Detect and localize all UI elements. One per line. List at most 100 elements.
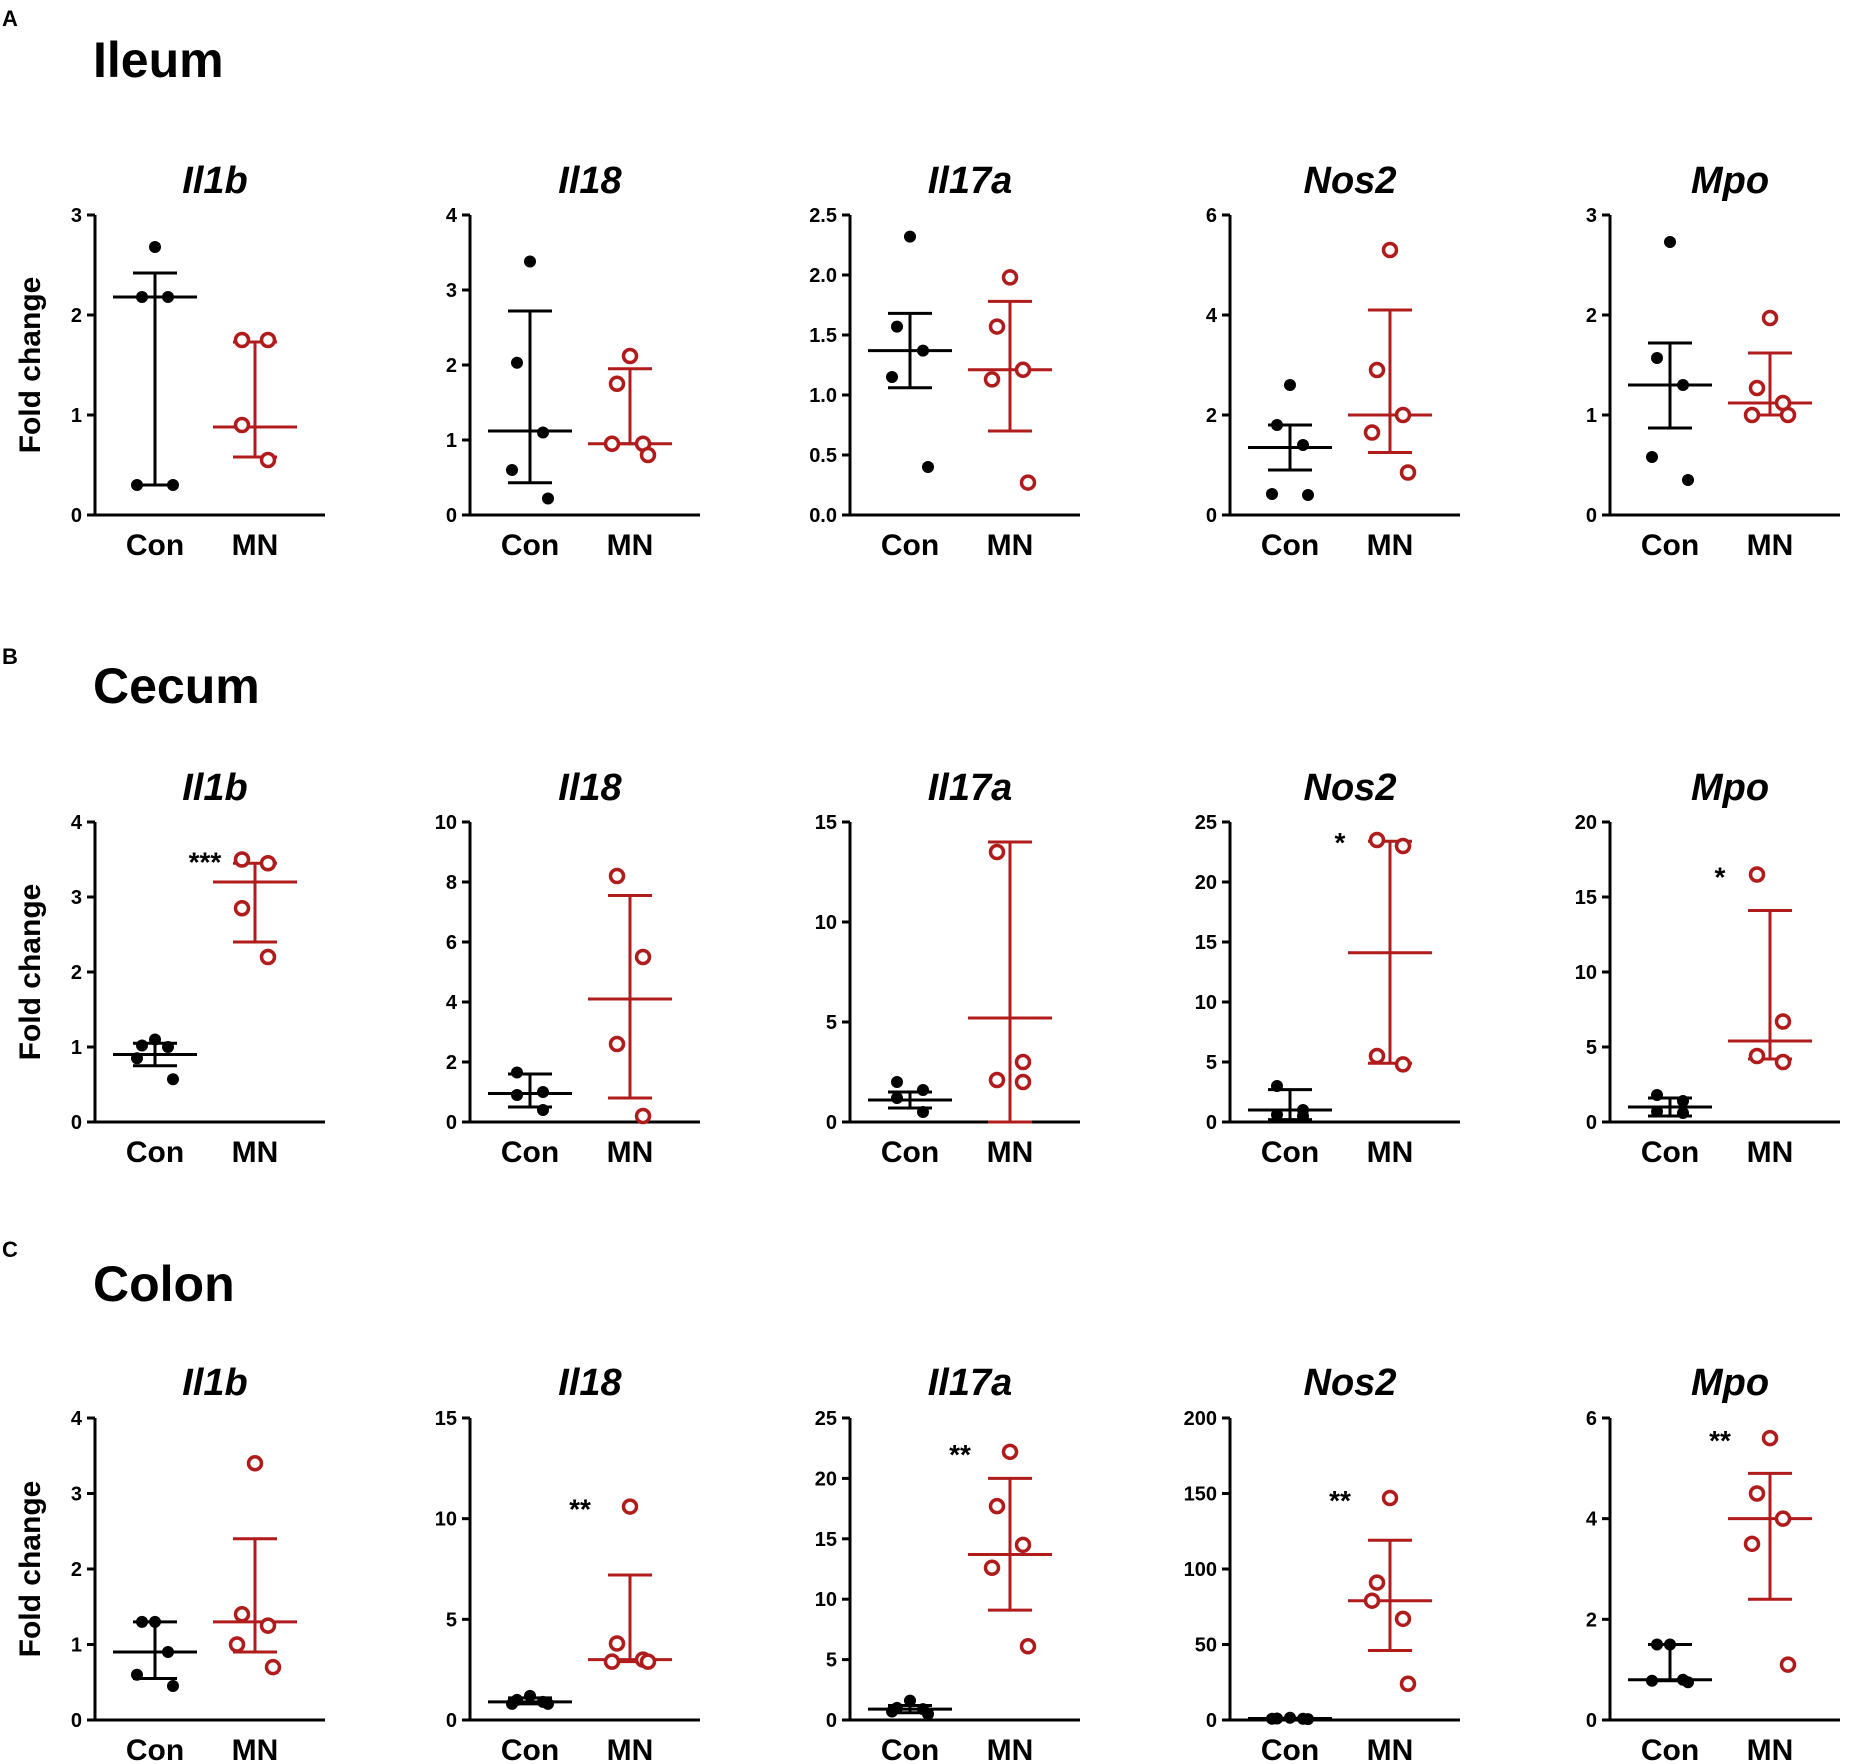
data-point (149, 1033, 161, 1046)
data-point (634, 948, 652, 966)
data-point (1014, 361, 1032, 379)
data-point (259, 948, 277, 966)
y-tick-label: 15 (435, 1408, 457, 1430)
y-tick-label: 1 (71, 1635, 82, 1657)
series-con (113, 1033, 197, 1086)
data-point (162, 1646, 174, 1659)
data-point (917, 1106, 929, 1118)
data-point (1748, 866, 1766, 883)
data-point (136, 1039, 148, 1052)
chart-title: Il17a (928, 1362, 1013, 1404)
y-tick-label: 0 (446, 1710, 457, 1732)
series-mn (1728, 866, 1812, 1071)
data-point (988, 1071, 1006, 1089)
data-point (983, 1559, 1001, 1577)
y-tick-label: 2 (71, 962, 82, 984)
x-tick-label: Con (1261, 1734, 1319, 1764)
x-tick-label: MN (607, 1136, 654, 1169)
chart-colon-mpo: Mpo 0 2 4 6 Con MN ** (1586, 1362, 1840, 1764)
data-point (1368, 1574, 1386, 1591)
data-point (1271, 1108, 1283, 1121)
chart-colon-nos2: Nos2 0 50 100 150 200 Con MN ** (1184, 1362, 1460, 1764)
series-mn (213, 851, 297, 966)
data-point (922, 461, 934, 473)
x-tick-label: Con (1641, 1734, 1699, 1764)
data-point (608, 1635, 626, 1652)
series-con (1248, 379, 1332, 501)
data-point (917, 1084, 929, 1096)
data-point (136, 291, 148, 303)
y-tick-label: 2 (1206, 405, 1217, 427)
x-tick-label: Con (1261, 529, 1319, 562)
y-tick-label: 2 (1586, 1609, 1597, 1631)
y-tick-label: 0 (1206, 1112, 1217, 1134)
y-tick-label: 4 (71, 1408, 83, 1430)
chart-cecum-nos2: Nos2 0 5 10 15 20 25 Con MN * (1195, 767, 1460, 1169)
data-point (634, 1107, 652, 1125)
y-axis-label: Fold change (14, 1481, 47, 1658)
data-point (1748, 379, 1766, 397)
y-tick-label: 5 (1206, 1052, 1217, 1074)
chart-ileum-il18: Il18 0 1 2 3 4 Con MN (446, 160, 700, 562)
y-tick-label: 15 (815, 1529, 837, 1551)
chart-title: Il1b (182, 160, 247, 202)
x-tick-label: Con (881, 1734, 939, 1764)
data-point (259, 331, 277, 349)
y-tick-label: 3 (71, 887, 82, 909)
y-tick-label: 1 (71, 405, 82, 427)
significance-marker: * (1715, 862, 1726, 893)
data-point (1363, 424, 1381, 441)
x-tick-label: Con (1261, 1136, 1319, 1169)
data-point (1774, 1013, 1792, 1030)
data-point (1302, 489, 1314, 501)
y-tick-label: 0 (1586, 1710, 1597, 1732)
y-tick-label: 4 (446, 205, 458, 227)
data-point (1651, 1638, 1663, 1651)
y-tick-label: 10 (435, 1509, 457, 1531)
data-point (167, 1073, 179, 1086)
data-point (1748, 1047, 1766, 1065)
series-mn (588, 1498, 672, 1670)
series-con (488, 255, 572, 505)
y-tick-label: 6 (1206, 205, 1217, 227)
data-point (1266, 1712, 1278, 1725)
chart-title: Il1b (182, 767, 247, 809)
series-mn (588, 867, 672, 1125)
data-point (524, 255, 536, 268)
data-point (511, 1066, 523, 1079)
panel-title-cecum: Cecum (93, 658, 260, 714)
chart-ileum-il1b: Il1b 0 1 2 3 Fold change Con MN (14, 160, 325, 562)
data-point (891, 320, 903, 333)
data-point (1284, 1711, 1296, 1724)
data-point (1651, 1105, 1663, 1118)
y-axis-label: Fold change (14, 277, 47, 454)
y-tick-label: 3 (446, 280, 457, 302)
data-point (988, 843, 1006, 861)
data-point (1284, 379, 1296, 391)
y-tick-label: 150 (1184, 1484, 1217, 1506)
series-mn (1348, 1489, 1432, 1693)
data-point (891, 1076, 903, 1088)
data-point (246, 1455, 264, 1472)
data-point (1677, 379, 1689, 391)
data-point (1014, 1073, 1032, 1091)
y-tick-label: 0 (826, 1112, 837, 1134)
x-tick-label: MN (607, 529, 654, 562)
y-tick-label: 10 (1195, 992, 1217, 1014)
significance-marker: ** (569, 1494, 591, 1525)
data-point (639, 446, 657, 464)
chart-colon-il18: Il18 0 5 10 15 Con MN ** (435, 1362, 700, 1764)
x-tick-label: MN (1747, 1136, 1794, 1169)
data-point (1019, 1638, 1037, 1655)
y-tick-label: 0 (446, 1112, 457, 1134)
data-point (1748, 1485, 1766, 1502)
x-tick-label: Con (881, 529, 939, 562)
data-point (131, 1052, 143, 1065)
data-point (1394, 406, 1412, 424)
y-tick-label: 200 (1184, 1408, 1217, 1430)
data-point (1761, 309, 1779, 327)
y-tick-label: 4 (1206, 305, 1218, 327)
y-tick-label: 1.5 (809, 325, 837, 347)
chart-cecum-il18: Il18 0 2 4 6 8 10 Con MN (435, 767, 700, 1169)
y-tick-label: 4 (1586, 1509, 1598, 1531)
